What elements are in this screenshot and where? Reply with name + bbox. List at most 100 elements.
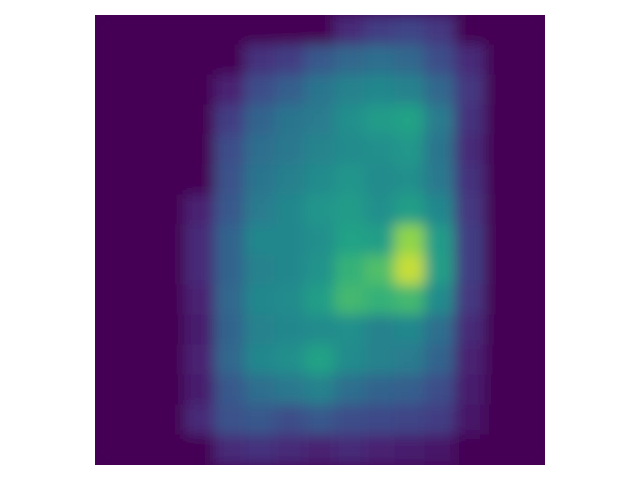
- heatmap-cell: [304, 224, 336, 256]
- heatmap-cell: [184, 164, 216, 196]
- heatmap-cell: [394, 314, 426, 346]
- heatmap-cell: [274, 104, 306, 136]
- heatmap-cell: [274, 344, 306, 376]
- heatmap-cell: [124, 434, 156, 465]
- heatmap-cell: [334, 44, 366, 76]
- heatmap-cell: [514, 104, 545, 136]
- heatmap-cell: [274, 434, 306, 465]
- heatmap-cell: [304, 134, 336, 166]
- heatmap-cell: [95, 404, 126, 436]
- heatmap-cell: [394, 344, 426, 376]
- heatmap-cell: [454, 104, 486, 136]
- heatmap-cell: [214, 404, 246, 436]
- heatmap-cell: [124, 74, 156, 106]
- heatmap-cell: [334, 74, 366, 106]
- heatmap-cell: [424, 344, 456, 376]
- heatmap-cell: [95, 434, 126, 465]
- heatmap-cell: [454, 254, 486, 286]
- heatmap-cell: [274, 194, 306, 226]
- heatmap-cell: [304, 374, 336, 406]
- heatmap-cell: [154, 224, 186, 256]
- heatmap-cell: [274, 254, 306, 286]
- heatmap-cell: [484, 254, 516, 286]
- heatmap-cell: [184, 314, 216, 346]
- heatmap-cell: [154, 74, 186, 106]
- heatmap-cell: [364, 284, 396, 316]
- heatmap-cell: [214, 374, 246, 406]
- heatmap-cell: [424, 44, 456, 76]
- heatmap-cell: [154, 314, 186, 346]
- heatmap-cell: [334, 374, 366, 406]
- heatmap-cell: [484, 344, 516, 376]
- heatmap-cell: [334, 434, 366, 465]
- heatmap-cell: [364, 194, 396, 226]
- heatmap-cell: [244, 104, 276, 136]
- heatmap-cell: [454, 404, 486, 436]
- heatmap-cell: [184, 74, 216, 106]
- heatmap-cell: [454, 134, 486, 166]
- heatmap-cell: [214, 284, 246, 316]
- heatmap-cell: [184, 44, 216, 76]
- heatmap-cell: [304, 194, 336, 226]
- heatmap-cell: [214, 44, 246, 76]
- heatmap-cell: [154, 404, 186, 436]
- heatmap-cell: [274, 224, 306, 256]
- heatmap-cell: [95, 254, 126, 286]
- heatmap-cell: [184, 194, 216, 226]
- heatmap-cell: [124, 344, 156, 376]
- heatmap-cell: [304, 434, 336, 465]
- heatmap-cell: [364, 15, 396, 46]
- heatmap-cell: [514, 164, 545, 196]
- heatmap-cell: [454, 284, 486, 316]
- heatmap-cell: [154, 44, 186, 76]
- heatmap-cell: [95, 374, 126, 406]
- heatmap-cell: [514, 434, 545, 465]
- heatmap-cell: [364, 104, 396, 136]
- heatmap-cell: [364, 74, 396, 106]
- heatmap-cell: [514, 44, 545, 76]
- heatmap-cell: [95, 104, 126, 136]
- heatmap-cell: [334, 284, 366, 316]
- heatmap-cell: [514, 134, 545, 166]
- heatmap-cell: [184, 344, 216, 376]
- heatmap-cell: [364, 254, 396, 286]
- heatmap-cell: [244, 224, 276, 256]
- heatmap-cell: [274, 134, 306, 166]
- heatmap-cell: [334, 344, 366, 376]
- heatmap-cell: [124, 164, 156, 196]
- heatmap-cell: [184, 15, 216, 46]
- heatmap-cell: [364, 314, 396, 346]
- heatmap-cell: [184, 404, 216, 436]
- heatmap-cell: [304, 344, 336, 376]
- heatmap-cell: [424, 74, 456, 106]
- heatmap-cell: [454, 374, 486, 406]
- heatmap-cell: [214, 104, 246, 136]
- heatmap-cell: [244, 134, 276, 166]
- heatmap-cell: [394, 44, 426, 76]
- heatmap-cell: [424, 374, 456, 406]
- heatmap-cell: [124, 44, 156, 76]
- heatmap-cell: [334, 15, 366, 46]
- heatmap-cell: [484, 74, 516, 106]
- heatmap-cell: [244, 194, 276, 226]
- heatmap-cell: [484, 224, 516, 256]
- heatmap-cell: [424, 224, 456, 256]
- heatmap-cell: [394, 254, 426, 286]
- heatmap-cell: [154, 284, 186, 316]
- heatmap-cell: [514, 15, 545, 46]
- heatmap-cell: [454, 194, 486, 226]
- heatmap-cell: [484, 44, 516, 76]
- heatmap-cell: [394, 374, 426, 406]
- heatmap-cell: [364, 44, 396, 76]
- heatmap-cell: [124, 224, 156, 256]
- heatmap-cell: [514, 194, 545, 226]
- heatmap-cell: [95, 344, 126, 376]
- heatmap-cell: [244, 254, 276, 286]
- heatmap-cell: [334, 164, 366, 196]
- heatmap-cell: [484, 104, 516, 136]
- heatmap-cell: [184, 104, 216, 136]
- heatmap-cell: [154, 254, 186, 286]
- heatmap-cell: [394, 164, 426, 196]
- heatmap-cell: [454, 15, 486, 46]
- heatmap-cell: [514, 74, 545, 106]
